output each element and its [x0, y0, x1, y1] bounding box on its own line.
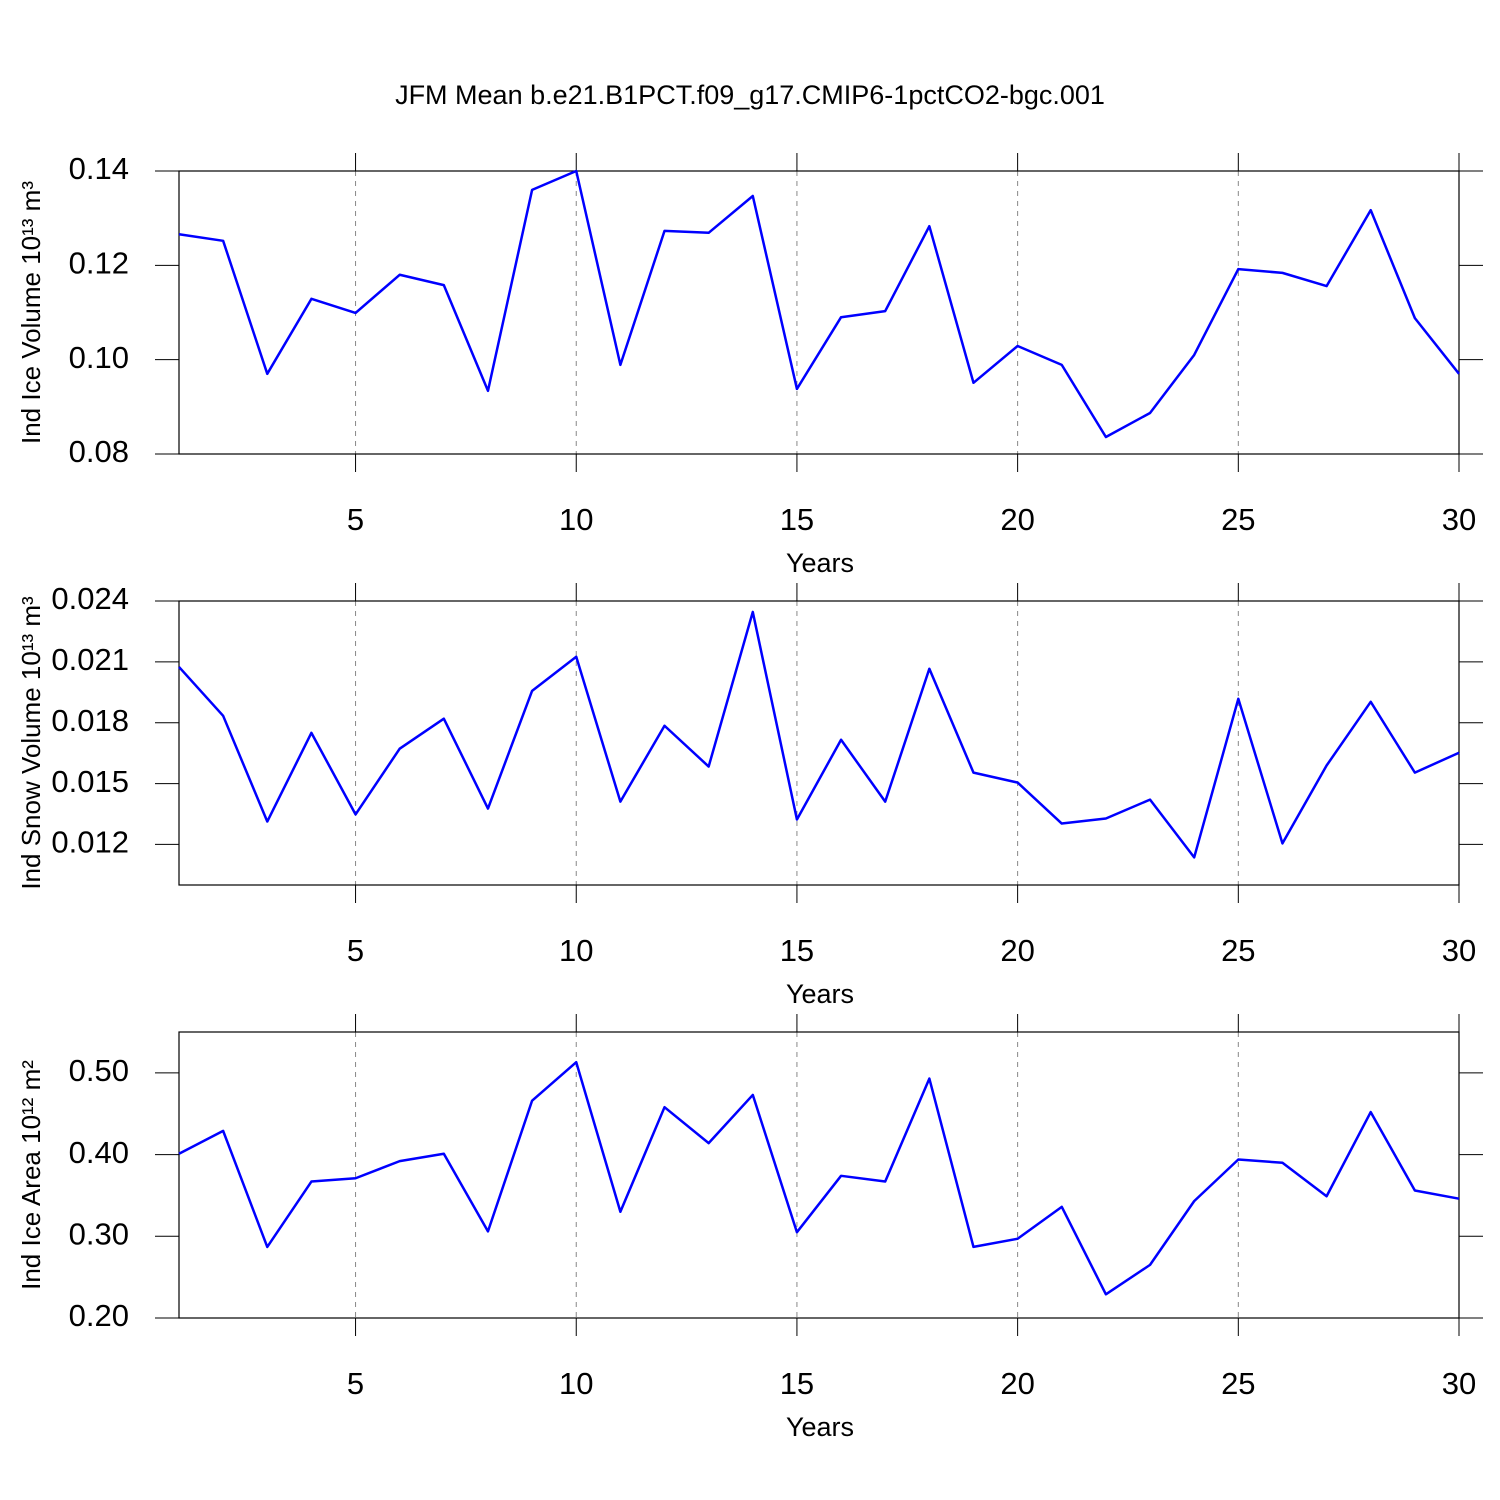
plot-frame: [178, 170, 1460, 455]
figure-title: JFM Mean b.e21.B1PCT.f09_g17.CMIP6-1pctC…: [395, 80, 1105, 110]
y-tick-label: 0.021: [51, 642, 129, 677]
x-axis-label: Years: [786, 979, 854, 1009]
x-tick-label: 20: [1000, 502, 1034, 537]
x-tick-label: 30: [1442, 1366, 1476, 1401]
data-line: [178, 610, 1460, 859]
y-tick-label: 0.012: [51, 825, 129, 860]
plot-frame: [178, 1031, 1460, 1319]
x-tick-label: 10: [559, 502, 593, 537]
x-tick-label: 5: [347, 502, 364, 537]
x-tick-label: 5: [347, 1366, 364, 1401]
x-tick-label: 30: [1442, 933, 1476, 968]
y-axis-label: Ind Snow Volume 10¹³ m³: [16, 596, 46, 890]
x-tick-label: 20: [1000, 933, 1034, 968]
x-axis-label: Years: [786, 548, 854, 578]
y-axis-label: Ind Ice Area 10¹² m²: [16, 1060, 46, 1290]
x-tick-label: 15: [780, 933, 814, 968]
x-tick-label: 10: [559, 933, 593, 968]
y-tick-label: 0.024: [51, 581, 129, 616]
y-tick-label: 0.12: [69, 246, 129, 281]
x-tick-label: 20: [1000, 1366, 1034, 1401]
y-tick-label: 0.50: [69, 1053, 129, 1088]
x-axis-label: Years: [786, 1412, 854, 1442]
x-tick-label: 10: [559, 1366, 593, 1401]
y-tick-label: 0.20: [69, 1298, 129, 1333]
x-tick-label: 15: [780, 502, 814, 537]
y-tick-label: 0.018: [51, 703, 129, 738]
x-tick-label: 15: [780, 1366, 814, 1401]
y-axis-label: Ind Ice Volume 10¹³ m³: [16, 181, 46, 444]
y-tick-label: 0.08: [69, 434, 129, 469]
y-tick-label: 0.015: [51, 764, 129, 799]
x-tick-label: 5: [347, 933, 364, 968]
y-tick-label: 0.10: [69, 340, 129, 375]
y-tick-label: 0.30: [69, 1216, 129, 1251]
plot-frame: [178, 600, 1460, 886]
y-tick-label: 0.14: [69, 151, 129, 186]
data-line: [178, 1060, 1460, 1296]
data-line: [178, 169, 1460, 439]
y-tick-label: 0.40: [69, 1135, 129, 1170]
x-tick-label: 30: [1442, 502, 1476, 537]
x-tick-label: 25: [1221, 933, 1255, 968]
x-tick-label: 25: [1221, 502, 1255, 537]
x-tick-label: 25: [1221, 1366, 1255, 1401]
